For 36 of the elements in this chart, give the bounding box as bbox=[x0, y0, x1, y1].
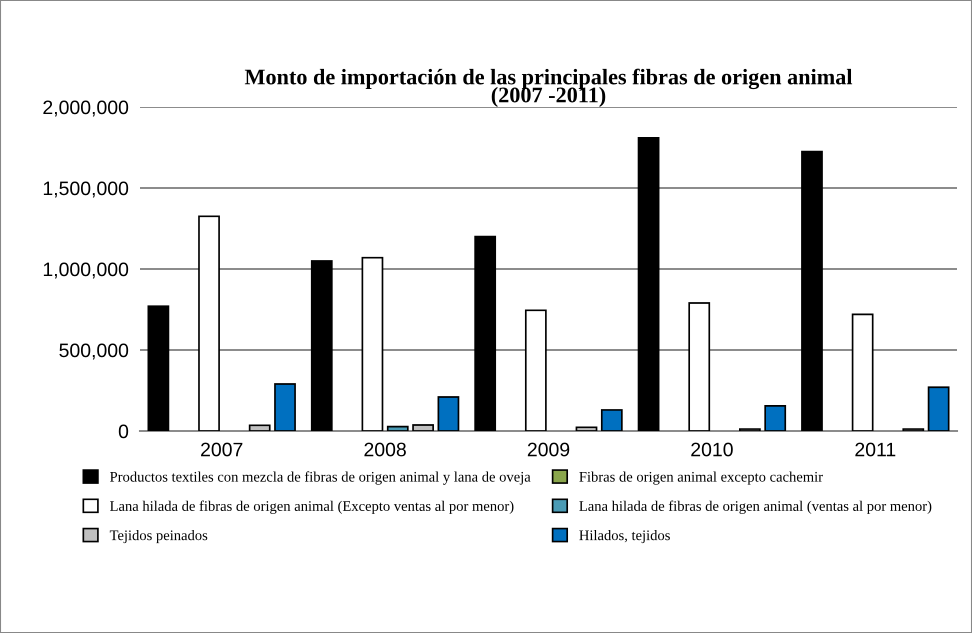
x-tick-label: 2009 bbox=[528, 442, 570, 456]
bar bbox=[474, 236, 496, 431]
bar bbox=[600, 409, 623, 431]
bar bbox=[764, 405, 786, 431]
bar bbox=[852, 314, 874, 431]
y-tick-label: 2,000,000 bbox=[43, 100, 128, 117]
bar bbox=[198, 216, 220, 431]
bar bbox=[928, 386, 950, 431]
bar bbox=[310, 260, 333, 431]
bar bbox=[412, 424, 434, 431]
y-tick-label: 1,000,000 bbox=[44, 262, 128, 279]
bar bbox=[362, 256, 384, 431]
y-tick-label: 1,500,000 bbox=[44, 181, 128, 198]
bar bbox=[148, 305, 170, 431]
bar bbox=[386, 426, 409, 431]
bar bbox=[524, 309, 547, 431]
bar bbox=[638, 136, 660, 431]
bar bbox=[688, 302, 710, 431]
legend-label: Fibras de origen animal excepto cachemir bbox=[579, 471, 823, 485]
legend-label: Productos textiles con mezcla de fibras de origen animal y lana de oveja bbox=[110, 471, 531, 485]
bar bbox=[248, 424, 271, 431]
y-tick-label: 0 bbox=[118, 424, 128, 438]
legend-label: Lana hilada de fibras de origen animal (Excepto ventas al por menor) bbox=[110, 500, 514, 514]
bar bbox=[801, 150, 823, 431]
legend-label: Tejidos peinados bbox=[110, 530, 208, 544]
bar bbox=[274, 383, 296, 431]
x-tick-label: 2007 bbox=[201, 442, 242, 456]
bar bbox=[576, 426, 598, 431]
x-tick-label: 2011 bbox=[855, 442, 896, 456]
bar bbox=[438, 396, 460, 431]
legend-label: Hilados, tejidos bbox=[579, 530, 670, 544]
chart-title: Monto de importación de las principales fibras de origen animal (2007 -2011) bbox=[244, 68, 852, 107]
x-tick-label: 2010 bbox=[691, 442, 733, 456]
y-tick-label: 500,000 bbox=[59, 343, 128, 360]
legend-label: Lana hilada de fibras de origen animal (ventas al por menor) bbox=[579, 500, 932, 514]
x-tick-label: 2008 bbox=[364, 442, 406, 456]
